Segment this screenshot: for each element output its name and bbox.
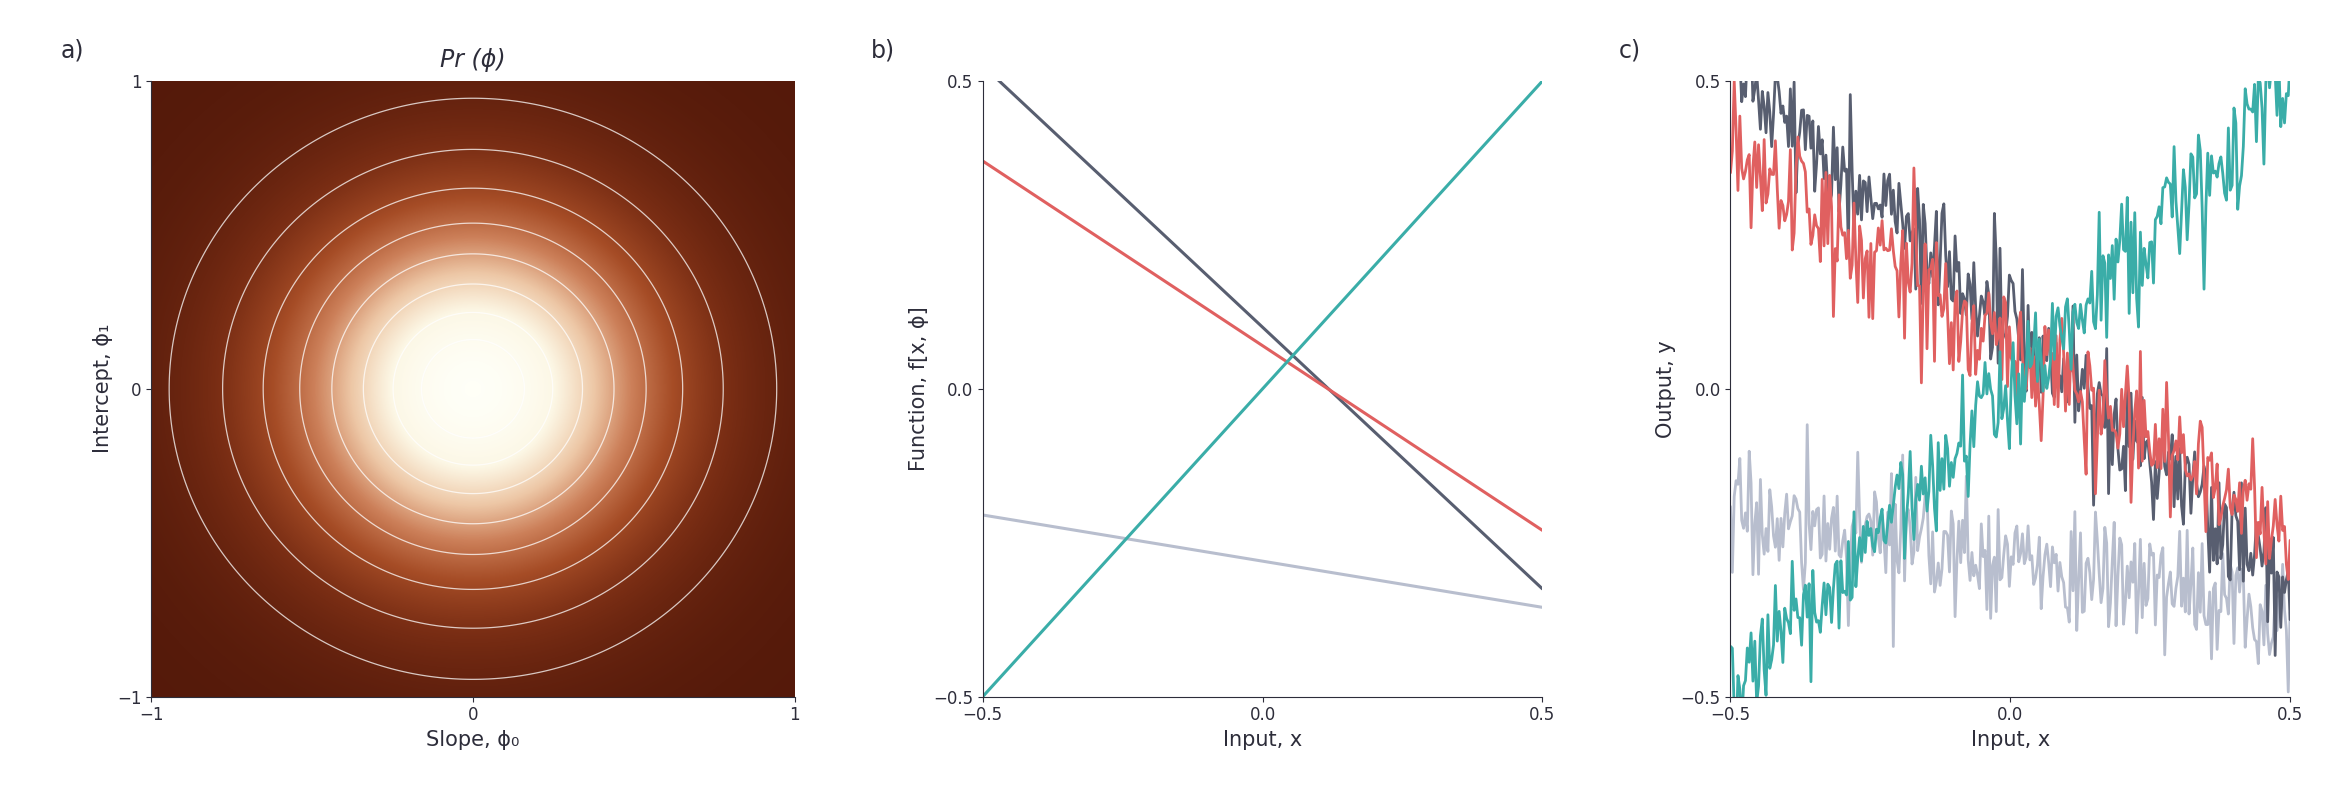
Y-axis label: Output, y: Output, y (1655, 340, 1676, 437)
X-axis label: Slope, ϕ₀: Slope, ϕ₀ (425, 730, 518, 750)
X-axis label: Input, x: Input, x (1972, 730, 2051, 750)
Y-axis label: Function, f[x, ϕ]: Function, f[x, ϕ] (909, 306, 928, 471)
Text: c): c) (1618, 39, 1641, 62)
Text: a): a) (60, 39, 84, 62)
Text: b): b) (872, 39, 895, 62)
X-axis label: Input, x: Input, x (1223, 730, 1302, 750)
Title: Pr (ϕ): Pr (ϕ) (439, 48, 507, 72)
Y-axis label: Intercept, ϕ₁: Intercept, ϕ₁ (93, 324, 112, 454)
